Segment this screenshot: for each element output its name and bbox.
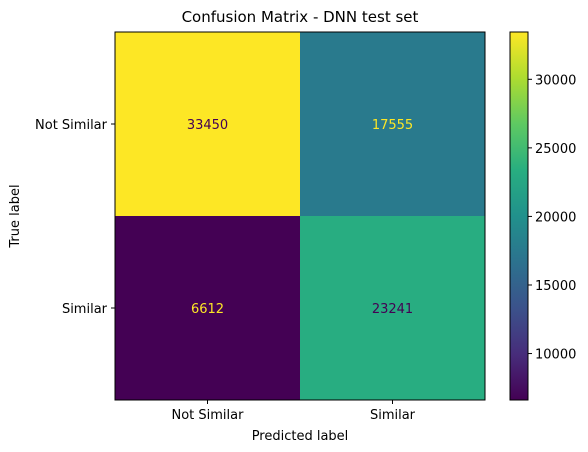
cell-value-label: 23241: [372, 302, 413, 317]
y-tick-label: Not Similar: [35, 118, 108, 133]
y-tick-label: Similar: [62, 302, 108, 317]
colorbar: [509, 31, 529, 401]
cell-value-label: 17555: [372, 118, 413, 133]
colorbar-tick-label: 20000: [535, 210, 576, 225]
heatmap-cell: [300, 32, 485, 216]
heatmap-cell: [300, 216, 485, 400]
colorbar-tick-label: 25000: [535, 142, 576, 157]
heatmap-cell: [115, 216, 300, 400]
y-axis: Not Similar Similar: [35, 118, 115, 317]
heatmap-cell: [115, 32, 300, 216]
heatmap-cells: 33450 17555 6612 23241: [115, 32, 485, 400]
colorbar-ticks: 10000 15000 20000 25000 30000: [528, 73, 576, 363]
colorbar-tick-label: 30000: [535, 73, 576, 88]
colorbar-tick-label: 10000: [535, 348, 576, 363]
colorbar-tick-label: 15000: [535, 279, 576, 294]
plot-frame: [114, 31, 486, 401]
cell-value-label: 33450: [187, 118, 228, 133]
x-tick-label: Similar: [370, 408, 416, 423]
x-tick-label: Not Similar: [172, 408, 245, 423]
chart-title: Confusion Matrix - DNN test set: [182, 8, 419, 26]
x-axis: Not Similar Similar: [172, 400, 416, 423]
x-axis-label: Predicted label: [252, 429, 349, 444]
y-axis-label: True label: [8, 184, 23, 248]
cell-value-label: 6612: [191, 302, 224, 317]
